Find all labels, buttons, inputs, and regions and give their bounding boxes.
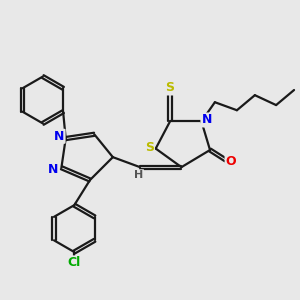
Text: N: N: [48, 163, 59, 176]
Text: Cl: Cl: [68, 256, 81, 269]
Text: O: O: [226, 155, 236, 168]
Text: S: S: [166, 82, 175, 94]
Text: S: S: [145, 141, 154, 154]
Text: H: H: [134, 170, 143, 180]
Text: N: N: [201, 113, 212, 127]
Text: N: N: [54, 130, 64, 143]
